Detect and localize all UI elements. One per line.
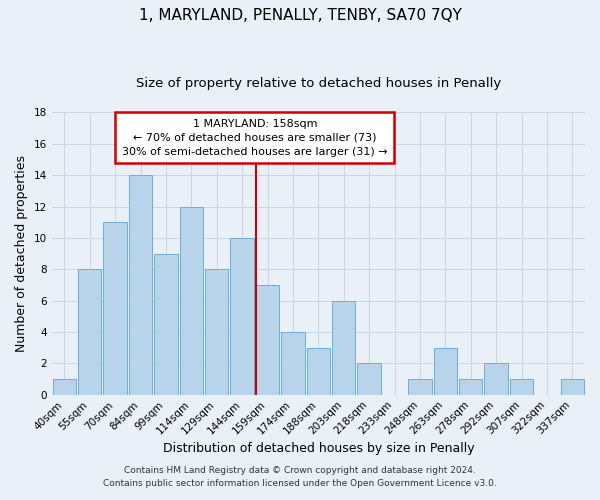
Bar bbox=[179, 206, 203, 394]
Text: 1, MARYLAND, PENALLY, TENBY, SA70 7QY: 1, MARYLAND, PENALLY, TENBY, SA70 7QY bbox=[139, 8, 461, 22]
Bar bbox=[408, 379, 431, 394]
Bar bbox=[230, 238, 254, 394]
Bar bbox=[256, 285, 279, 395]
Text: 1 MARYLAND: 158sqm
← 70% of detached houses are smaller (73)
30% of semi-detache: 1 MARYLAND: 158sqm ← 70% of detached hou… bbox=[122, 119, 388, 157]
Bar bbox=[434, 348, 457, 395]
Bar bbox=[459, 379, 482, 394]
Bar bbox=[53, 379, 76, 394]
Bar bbox=[205, 270, 229, 394]
Bar bbox=[307, 348, 330, 395]
Title: Size of property relative to detached houses in Penally: Size of property relative to detached ho… bbox=[136, 78, 501, 90]
Bar bbox=[103, 222, 127, 394]
Y-axis label: Number of detached properties: Number of detached properties bbox=[15, 155, 28, 352]
Bar bbox=[358, 364, 381, 394]
Bar bbox=[129, 175, 152, 394]
Bar bbox=[154, 254, 178, 394]
Bar bbox=[560, 379, 584, 394]
Bar bbox=[281, 332, 305, 394]
Bar bbox=[78, 270, 101, 394]
Text: Contains HM Land Registry data © Crown copyright and database right 2024.
Contai: Contains HM Land Registry data © Crown c… bbox=[103, 466, 497, 487]
Bar bbox=[484, 364, 508, 394]
X-axis label: Distribution of detached houses by size in Penally: Distribution of detached houses by size … bbox=[163, 442, 474, 455]
Bar bbox=[510, 379, 533, 394]
Bar bbox=[332, 300, 355, 394]
